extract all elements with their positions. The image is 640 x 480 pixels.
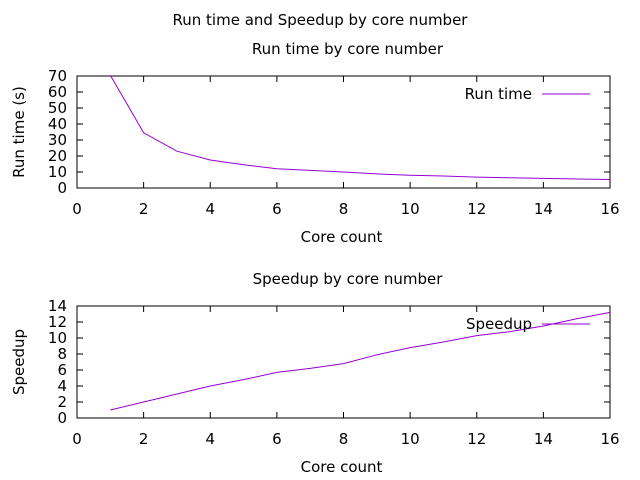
speedup-y-tick-label: 10 xyxy=(48,329,67,347)
speedup-series-line xyxy=(110,311,611,411)
run-time-y-tick-label: 0 xyxy=(57,179,67,197)
speedup-x-tick-label: 16 xyxy=(600,430,619,448)
run-time-title: Run time by core number xyxy=(252,40,444,58)
speedup-x-tick-label: 6 xyxy=(272,430,282,448)
run-time-legend-label: Run time xyxy=(465,85,532,103)
run-time-y-tick-label: 40 xyxy=(48,115,67,133)
speedup-y-tick-label: 6 xyxy=(57,361,67,379)
run-time-y-axis-label: Run time (s) xyxy=(10,86,28,178)
run-time-y-tick-label: 50 xyxy=(48,99,67,117)
speedup-legend-label: Speedup xyxy=(466,315,532,333)
run-time-y-tick-label: 10 xyxy=(48,163,67,181)
run-time-series-line xyxy=(109,74,611,181)
run-time-x-tick-label: 2 xyxy=(139,200,149,218)
run-time-x-tick-label: 12 xyxy=(467,200,486,218)
run-time-x-tick-label: 4 xyxy=(205,200,215,218)
run-time-x-tick-label: 6 xyxy=(272,200,282,218)
speedup-y-axis-label: Speedup xyxy=(10,329,28,395)
speedup-x-tick-label: 0 xyxy=(72,430,82,448)
speedup-y-tick-label: 2 xyxy=(57,393,67,411)
run-time-x-tick-label: 10 xyxy=(401,200,420,218)
figure-title: Run time and Speedup by core number xyxy=(173,11,469,29)
speedup-y-tick-label: 4 xyxy=(57,377,67,395)
speedup-y-tick-label: 0 xyxy=(57,409,67,427)
run-time-x-tick-label: 8 xyxy=(339,200,349,218)
run-time-x-tick-label: 16 xyxy=(600,200,619,218)
run-time-x-axis-label: Core count xyxy=(301,228,383,246)
run-time-x-tick-label: 0 xyxy=(72,200,82,218)
run-time-y-tick-label: 30 xyxy=(48,131,67,149)
speedup-x-axis-label: Core count xyxy=(301,458,383,476)
speedup-x-tick-label: 10 xyxy=(401,430,420,448)
run-time-x-tick-label: 14 xyxy=(534,200,553,218)
speedup-x-tick-label: 8 xyxy=(339,430,349,448)
speedup-x-tick-label: 14 xyxy=(534,430,553,448)
speedup-y-tick-label: 14 xyxy=(48,297,67,315)
run-time-y-tick-label: 20 xyxy=(48,147,67,165)
speedup-y-tick-label: 8 xyxy=(57,345,67,363)
speedup-x-tick-label: 2 xyxy=(139,430,149,448)
speedup-title: Speedup by core number xyxy=(253,270,444,288)
speedup-x-tick-label: 12 xyxy=(467,430,486,448)
speedup-y-tick-label: 12 xyxy=(48,313,67,331)
run-time-y-tick-label: 70 xyxy=(48,67,67,85)
run-time-y-tick-label: 60 xyxy=(48,83,67,101)
speedup-x-tick-label: 4 xyxy=(205,430,215,448)
